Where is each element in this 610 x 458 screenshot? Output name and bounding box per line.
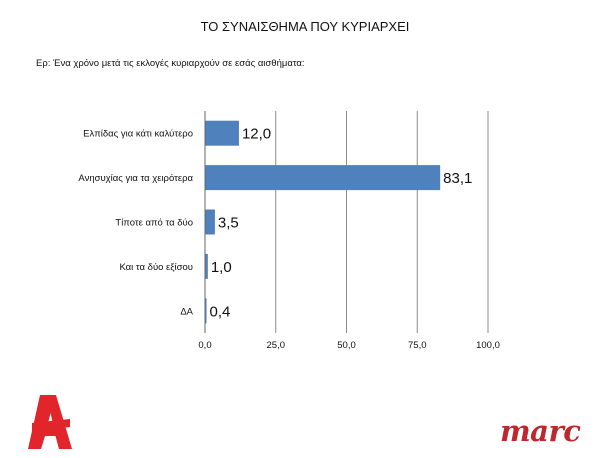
- bar: [205, 253, 208, 279]
- bar: [205, 165, 441, 191]
- survey-question: Ερ: Ένα χρόνο μετά τις εκλογές κυριαρχού…: [36, 58, 305, 69]
- x-tick-label: 50,0: [337, 340, 356, 351]
- x-tick-label: 100,0: [476, 340, 500, 351]
- chart-title: ΤΟ ΣΥΝΑΙΣΘΗΜΑ ΠΟΥ ΚΥΡΙΑΡΧΕΙ: [200, 19, 410, 34]
- value-label: 12,0: [242, 126, 271, 143]
- value-label: 0,4: [210, 303, 231, 320]
- value-label: 1,0: [211, 259, 232, 276]
- bar: [205, 209, 215, 235]
- category-label: Ελπίδας για κάτι καλύτερο: [83, 129, 193, 140]
- x-tick-label: 75,0: [408, 340, 427, 351]
- bar: [205, 120, 239, 146]
- category-label: Και τα δύο εξίσου: [119, 262, 193, 273]
- x-tick-label: 25,0: [267, 340, 286, 351]
- value-label: 83,1: [443, 170, 472, 187]
- category-label: ΔΑ: [180, 306, 193, 317]
- category-label: Ανησυχίας για τα χειρότερα: [78, 173, 193, 184]
- value-label: 3,5: [218, 215, 239, 232]
- category-label: Τίποτε από τα δύο: [115, 218, 193, 229]
- bar: [205, 298, 207, 324]
- x-tick-label: 0,0: [198, 340, 211, 351]
- alpha-tv-logo: [28, 395, 72, 449]
- marc-logo: marc: [500, 414, 581, 448]
